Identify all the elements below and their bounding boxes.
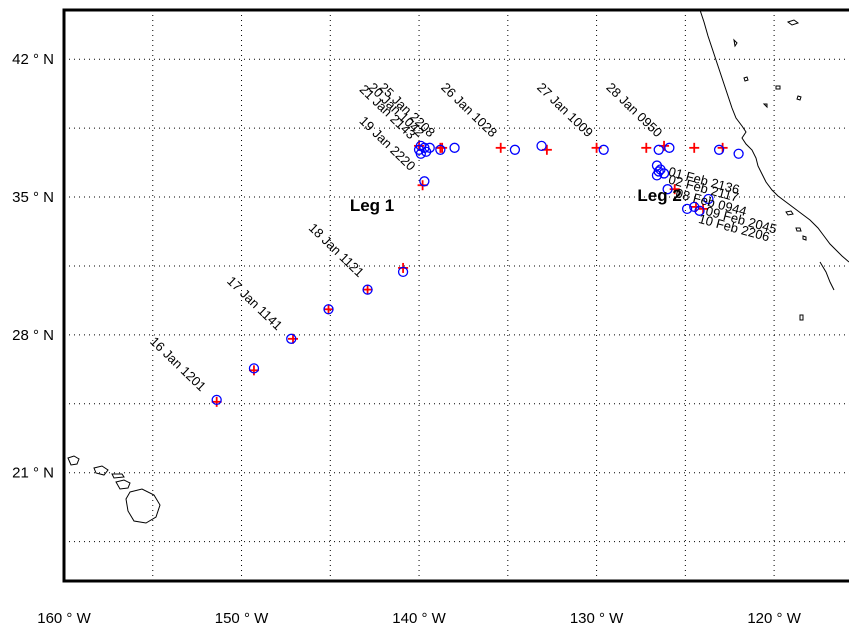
inland-lake bbox=[733, 38, 738, 48]
observed-position-marker bbox=[733, 148, 744, 159]
date-time-annotation: 28 Jan 0950 bbox=[603, 80, 665, 141]
observed-position-marker bbox=[536, 140, 547, 152]
hawaii-island-maui bbox=[115, 479, 131, 490]
date-time-annotation: 16 Jan 1201 bbox=[147, 334, 209, 395]
observed-position-marker bbox=[323, 304, 334, 315]
inland-lake bbox=[762, 103, 768, 109]
predicted-position-marker bbox=[437, 142, 448, 153]
observed-position-marker bbox=[397, 266, 409, 278]
observed-position-marker bbox=[509, 144, 521, 155]
observed-position-marker bbox=[694, 205, 705, 216]
observed-position-marker bbox=[419, 176, 430, 187]
leg-labels: Leg 1 Leg 2 bbox=[350, 186, 682, 215]
observed-position-marker bbox=[286, 333, 297, 344]
observed-position-marker bbox=[424, 142, 435, 153]
channel-island bbox=[795, 227, 802, 232]
hawaii-island-kauai bbox=[67, 455, 80, 466]
observed-position-marker bbox=[211, 394, 222, 406]
latitude-tick-label: 42 ° N bbox=[12, 51, 54, 68]
hawaii-island-oahu bbox=[93, 465, 109, 476]
observed-position-marker bbox=[681, 203, 693, 215]
observed-position-marker bbox=[662, 184, 673, 195]
predicted-position-marker bbox=[689, 142, 700, 153]
hawaii-island-molokai bbox=[111, 473, 125, 479]
observed-position-marker bbox=[362, 284, 373, 295]
predicted-position-marker bbox=[323, 304, 334, 315]
observed-position-marker bbox=[598, 144, 609, 155]
predicted-position-marker bbox=[495, 142, 506, 153]
predicted-position-marker bbox=[641, 142, 652, 153]
leg-label: Leg 1 bbox=[350, 196, 394, 215]
leg-label: Leg 2 bbox=[637, 186, 681, 205]
channel-island bbox=[802, 235, 807, 241]
date-time-annotation: 18 Jan 1121 bbox=[306, 220, 367, 280]
california-coastline bbox=[699, 9, 849, 263]
predicted-position-marker bbox=[669, 184, 680, 195]
observed-position-marker bbox=[435, 144, 446, 155]
inland-lake bbox=[796, 95, 802, 101]
latitude-tick-label: 21 ° N bbox=[12, 465, 54, 482]
longitude-tick-label: 150 ° W bbox=[215, 610, 269, 627]
observed-position-marker bbox=[658, 168, 670, 179]
observed-position-marker bbox=[664, 142, 675, 153]
predicted-positions bbox=[211, 140, 728, 407]
date-time-annotation: 26 Jan 1028 bbox=[438, 80, 500, 141]
predicted-position-marker bbox=[211, 396, 222, 407]
observed-position-marker bbox=[651, 170, 663, 181]
coastline bbox=[67, 9, 849, 524]
date-time-annotation: 27 Jan 1009 bbox=[534, 80, 596, 141]
predicted-position-marker bbox=[362, 284, 373, 295]
observed-position-marker bbox=[653, 144, 664, 155]
observed-position-marker bbox=[703, 193, 714, 205]
baja-coastline bbox=[819, 261, 835, 291]
date-time-annotation: 17 Jan 1141 bbox=[224, 273, 285, 333]
latitude-tick-label: 28 ° N bbox=[12, 327, 54, 344]
graticule bbox=[64, 10, 849, 581]
latitude-tick-label: 35 ° N bbox=[12, 189, 54, 206]
longitude-tick-label: 130 ° W bbox=[570, 610, 624, 627]
inland-lake bbox=[743, 76, 749, 82]
inland-lake bbox=[775, 85, 781, 90]
channel-island bbox=[799, 314, 804, 321]
axis-tick-labels: 160 ° W 150 ° W 140 ° W 130 ° W 120 ° W 42 ° … bbox=[12, 51, 802, 627]
channel-island bbox=[785, 210, 794, 216]
predicted-position-marker bbox=[248, 365, 259, 376]
longitude-tick-label: 160 ° W bbox=[37, 610, 91, 627]
observed-position-marker bbox=[248, 363, 260, 374]
longitude-tick-label: 140 ° W bbox=[392, 610, 446, 627]
observed-position-marker bbox=[449, 142, 460, 153]
inland-lake bbox=[786, 19, 800, 26]
hawaii-island-big bbox=[125, 488, 161, 524]
observed-position-marker bbox=[713, 144, 725, 155]
observed-positions bbox=[211, 140, 744, 406]
map-frame bbox=[62, 8, 849, 583]
longitude-tick-label: 120 ° W bbox=[747, 610, 801, 627]
